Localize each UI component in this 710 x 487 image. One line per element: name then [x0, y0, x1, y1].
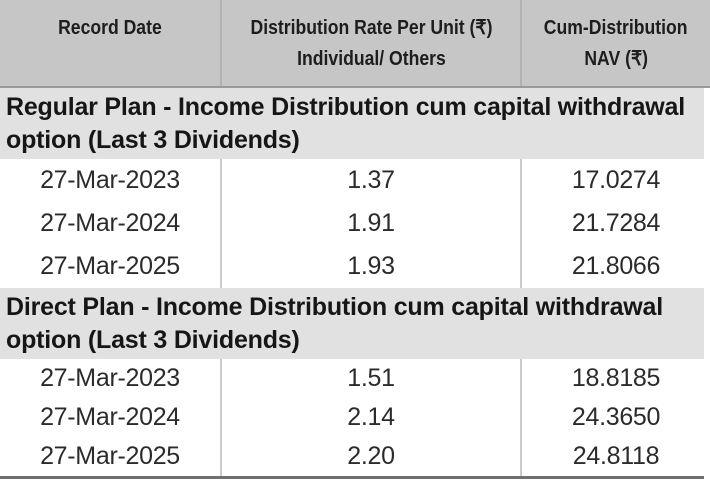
cum-nav-cell: 24.3650: [520, 398, 710, 437]
direct-plan-rows: 27-Mar-2023 1.51 18.8185 27-Mar-2024 2.1…: [0, 359, 710, 476]
section-header-regular-plan-title: Regular Plan - Income Distribution cum c…: [6, 92, 685, 154]
distribution-rate-cell: 2.14: [220, 398, 520, 437]
cum-nav-cell: 21.7284: [520, 202, 710, 245]
table-row: 27-Mar-2024 1.91 21.7284: [0, 202, 710, 245]
distribution-rate-cell: 2.20: [220, 437, 520, 476]
record-date-cell: 27-Mar-2025: [40, 252, 180, 280]
table-header-row: Record Date Distribution Rate Per Unit (…: [0, 0, 710, 88]
record-date-cell: 27-Mar-2024: [40, 403, 180, 431]
record-date-cell: 27-Mar-2023: [40, 364, 180, 392]
distribution-rate-cell: 1.93: [220, 245, 520, 288]
header-cum-nav-line1: Cum-Distribution: [544, 17, 688, 39]
distribution-rate-cell: 1.91: [220, 202, 520, 245]
header-distribution-rate: Distribution Rate Per Unit (₹) Individua…: [220, 0, 520, 86]
header-distribution-rate-line1: Distribution Rate Per Unit (₹): [250, 17, 492, 39]
table-row: 27-Mar-2023 1.51 18.8185: [0, 359, 710, 398]
header-distribution-rate-line2: Individual/ Others: [296, 48, 446, 70]
record-date-cell: 27-Mar-2024: [40, 209, 180, 237]
cum-nav-cell: 21.8066: [520, 245, 710, 288]
distribution-rate-cell: 1.37: [220, 159, 520, 202]
header-cum-nav-line2: NAV (₹): [584, 48, 648, 70]
table-row: 27-Mar-2025 1.93 21.8066: [0, 245, 710, 288]
section-header-direct-plan: Direct Plan - Income Distribution cum ca…: [0, 288, 704, 359]
record-date-cell: 27-Mar-2025: [40, 442, 180, 470]
table-row: 27-Mar-2024 2.14 24.3650: [0, 398, 710, 437]
header-cum-distribution-nav: Cum-Distribution NAV (₹): [520, 0, 710, 86]
table-row: 27-Mar-2023 1.37 17.0274: [0, 159, 710, 202]
cum-nav-cell: 17.0274: [520, 159, 710, 202]
distribution-rate-cell: 1.51: [220, 359, 520, 398]
table-row: 27-Mar-2025 2.20 24.8118: [0, 437, 710, 476]
header-record-date-label: Record Date: [58, 17, 162, 39]
section-header-regular-plan: Regular Plan - Income Distribution cum c…: [0, 88, 704, 159]
section-header-direct-plan-title: Direct Plan - Income Distribution cum ca…: [6, 292, 663, 354]
table-bottom-rule: [0, 476, 704, 479]
cum-nav-cell: 24.8118: [520, 437, 710, 476]
header-record-date: Record Date: [0, 0, 220, 86]
regular-plan-rows: 27-Mar-2023 1.37 17.0274 27-Mar-2024 1.9…: [0, 159, 710, 288]
cum-nav-cell: 18.8185: [520, 359, 710, 398]
record-date-cell: 27-Mar-2023: [40, 166, 180, 194]
